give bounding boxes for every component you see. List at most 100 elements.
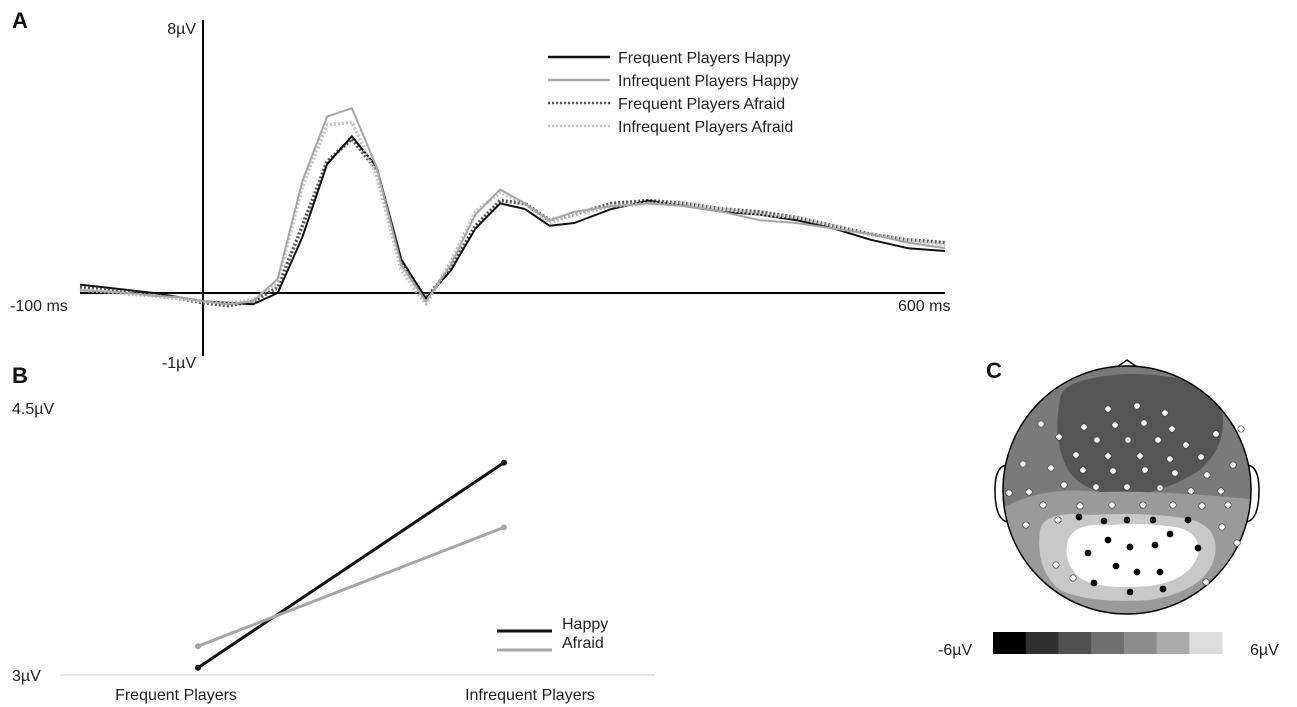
electrode-marker: [1047, 464, 1055, 472]
frontal-negative-region: [1057, 374, 1224, 495]
interaction-point: [195, 643, 201, 650]
electrode-marker: [1136, 452, 1144, 460]
electrode-marker: [1123, 483, 1131, 491]
electrode-marker: [1224, 501, 1232, 509]
highlighted-electrode-marker: [1151, 541, 1159, 549]
interaction-series-line: [197, 526, 505, 648]
colorbar-min-label: -6µV: [938, 642, 972, 659]
highlighted-electrode-marker: [1126, 588, 1134, 596]
electrode-marker: [1037, 420, 1045, 428]
interaction-legend-label: Afraid: [562, 635, 604, 652]
electrode-marker: [1141, 466, 1149, 474]
electrode-marker: [1198, 502, 1206, 510]
interaction-legend-label: Happy: [562, 616, 608, 633]
erp-waveform-panel: 8µV -1µV -100 ms 600 ms Frequent Players…: [10, 20, 950, 372]
erp-x-min-label: -100 ms: [10, 298, 68, 315]
electrode-marker: [1005, 489, 1013, 497]
electrode-marker: [1124, 436, 1132, 444]
electrode-marker: [1139, 501, 1147, 509]
highlighted-electrode-marker: [1104, 536, 1112, 544]
highlighted-electrode-marker: [1084, 549, 1092, 557]
electrode-marker: [1202, 578, 1210, 586]
electrode-array: [1005, 402, 1245, 596]
electrode-marker: [1182, 441, 1190, 449]
electrode-marker: [1166, 455, 1174, 463]
highlighted-electrode-marker: [1194, 544, 1202, 552]
highlighted-electrode-marker: [1159, 585, 1167, 593]
electrode-marker: [1217, 487, 1225, 495]
electrode-marker: [1154, 436, 1162, 444]
colorbar-segment: [1091, 632, 1125, 654]
electrode-marker: [1171, 469, 1179, 477]
electrode-marker: [1156, 484, 1164, 492]
highlighted-electrode-marker: [1126, 543, 1134, 551]
highlighted-electrode-marker: [1100, 517, 1108, 525]
highlighted-electrode-marker: [1123, 516, 1131, 524]
highlighted-electrode-marker: [1156, 568, 1164, 576]
erp-series-line: [79, 120, 946, 306]
electrode-marker: [1060, 481, 1068, 489]
electrode-marker: [1093, 436, 1101, 444]
erp-x-max-label: 600 ms: [898, 298, 950, 315]
interaction-series-line: [197, 461, 505, 670]
electrode-marker: [1019, 460, 1027, 468]
electrode-marker: [1233, 539, 1241, 547]
highlighted-electrode-marker: [1112, 562, 1120, 570]
highlighted-electrode-marker: [1184, 516, 1192, 524]
colorbar-segment: [1189, 632, 1223, 654]
positive-peak-region: [1066, 524, 1199, 587]
electrode-marker: [1072, 451, 1080, 459]
panel-c-label: C: [986, 358, 1002, 383]
electrode-marker: [1076, 502, 1084, 510]
electrode-marker: [1104, 405, 1112, 413]
electrode-marker: [1080, 423, 1088, 431]
electrode-marker: [1168, 425, 1176, 433]
highlighted-electrode-marker: [1149, 516, 1157, 524]
colorbar-segment: [1156, 632, 1190, 654]
highlighted-electrode-marker: [1166, 530, 1174, 538]
electrode-marker: [1052, 561, 1060, 569]
erp-y-min-label: -1µV: [162, 355, 196, 372]
electrode-marker: [1218, 523, 1226, 531]
panel-b-label: B: [12, 363, 28, 388]
topography-panel: -6µV 6µV: [938, 359, 1279, 659]
head-outline: [1002, 365, 1252, 615]
electrode-marker: [1212, 430, 1220, 438]
interaction-y-min-label: 3µV: [12, 668, 41, 685]
electrode-marker: [1039, 501, 1047, 509]
electrode-marker: [1169, 501, 1177, 509]
electrode-marker: [1069, 574, 1077, 582]
electrode-marker: [1025, 488, 1033, 496]
electrode-marker: [1237, 425, 1245, 433]
highlighted-electrode-marker: [1133, 568, 1141, 576]
erp-y-max-label: 8µV: [167, 21, 196, 38]
electrode-marker: [1054, 516, 1062, 524]
highlighted-electrode-marker: [1090, 579, 1098, 587]
erp-legend: Frequent Players Happy Infrequent Players…: [548, 50, 799, 136]
colorbar-segment: [1058, 632, 1092, 654]
colorbar-segment: [993, 632, 1027, 654]
electrode-marker: [1140, 419, 1148, 427]
erp-legend-label: Infrequent Players Happy: [618, 73, 799, 90]
electrode-marker: [1197, 453, 1205, 461]
interaction-y-max-label: 4.5µV: [12, 401, 54, 418]
electrode-marker: [1055, 433, 1063, 441]
electrode-marker: [1203, 471, 1211, 479]
colorbar-max-label: 6µV: [1250, 642, 1279, 659]
electrode-marker: [1109, 467, 1117, 475]
electrode-marker: [1079, 466, 1087, 474]
electrode-marker: [1161, 409, 1169, 417]
electrode-marker: [1133, 402, 1141, 410]
colorbar-segment: [1123, 632, 1158, 654]
electrode-marker: [1104, 452, 1112, 460]
colorbar: [993, 632, 1223, 654]
electrode-marker: [1187, 487, 1195, 495]
erp-legend-label: Infrequent Players Afraid: [618, 119, 793, 136]
interaction-plot-panel: 4.5µV 3µV Frequent Players Infrequent Pl…: [12, 401, 655, 704]
erp-series-line: [79, 107, 946, 306]
electrode-marker: [1022, 521, 1030, 529]
electrode-marker: [1108, 501, 1116, 509]
electrode-marker: [1111, 421, 1119, 429]
interaction-category-infrequent: Infrequent Players: [465, 687, 595, 704]
